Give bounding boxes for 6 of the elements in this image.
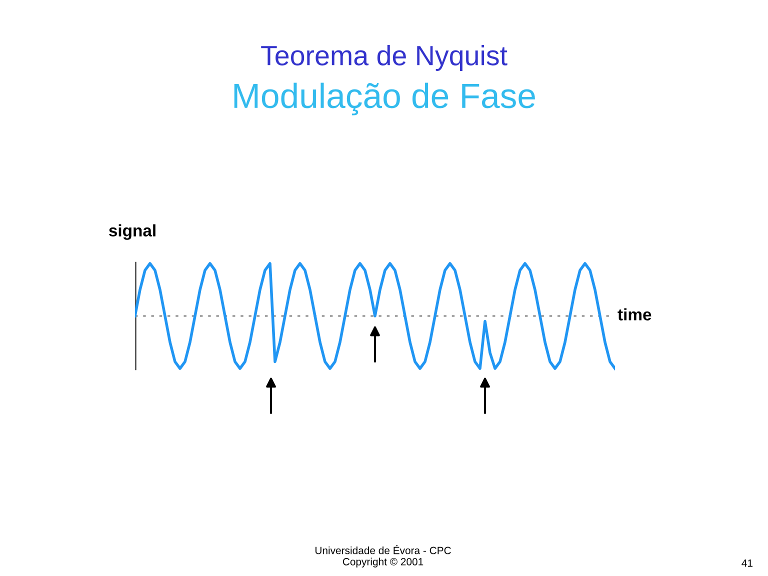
chart-subtitle: Modulação de Fase bbox=[234, 82, 535, 116]
chart-title: Teorema de Nyquist bbox=[261, 45, 508, 71]
y-axis-title: signal bbox=[109, 224, 156, 240]
text: Universidade de Évora - CPC Copyright © 2001 bbox=[315, 545, 451, 568]
x-axis-title: time bbox=[618, 308, 652, 320]
text: 41 bbox=[742, 560, 752, 567]
